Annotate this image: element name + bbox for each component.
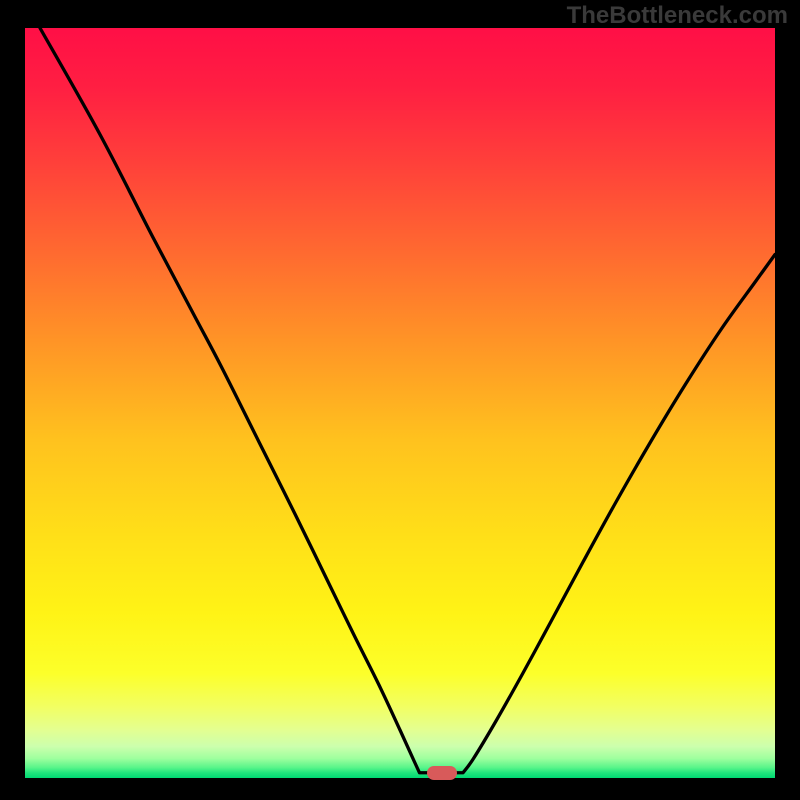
optimal-marker: [427, 766, 457, 780]
bottleneck-curve: [25, 28, 775, 778]
plot-area: [25, 28, 775, 778]
curve-path: [40, 28, 775, 773]
chart-stage: TheBottleneck.com: [0, 0, 800, 800]
watermark-text: TheBottleneck.com: [567, 2, 788, 30]
